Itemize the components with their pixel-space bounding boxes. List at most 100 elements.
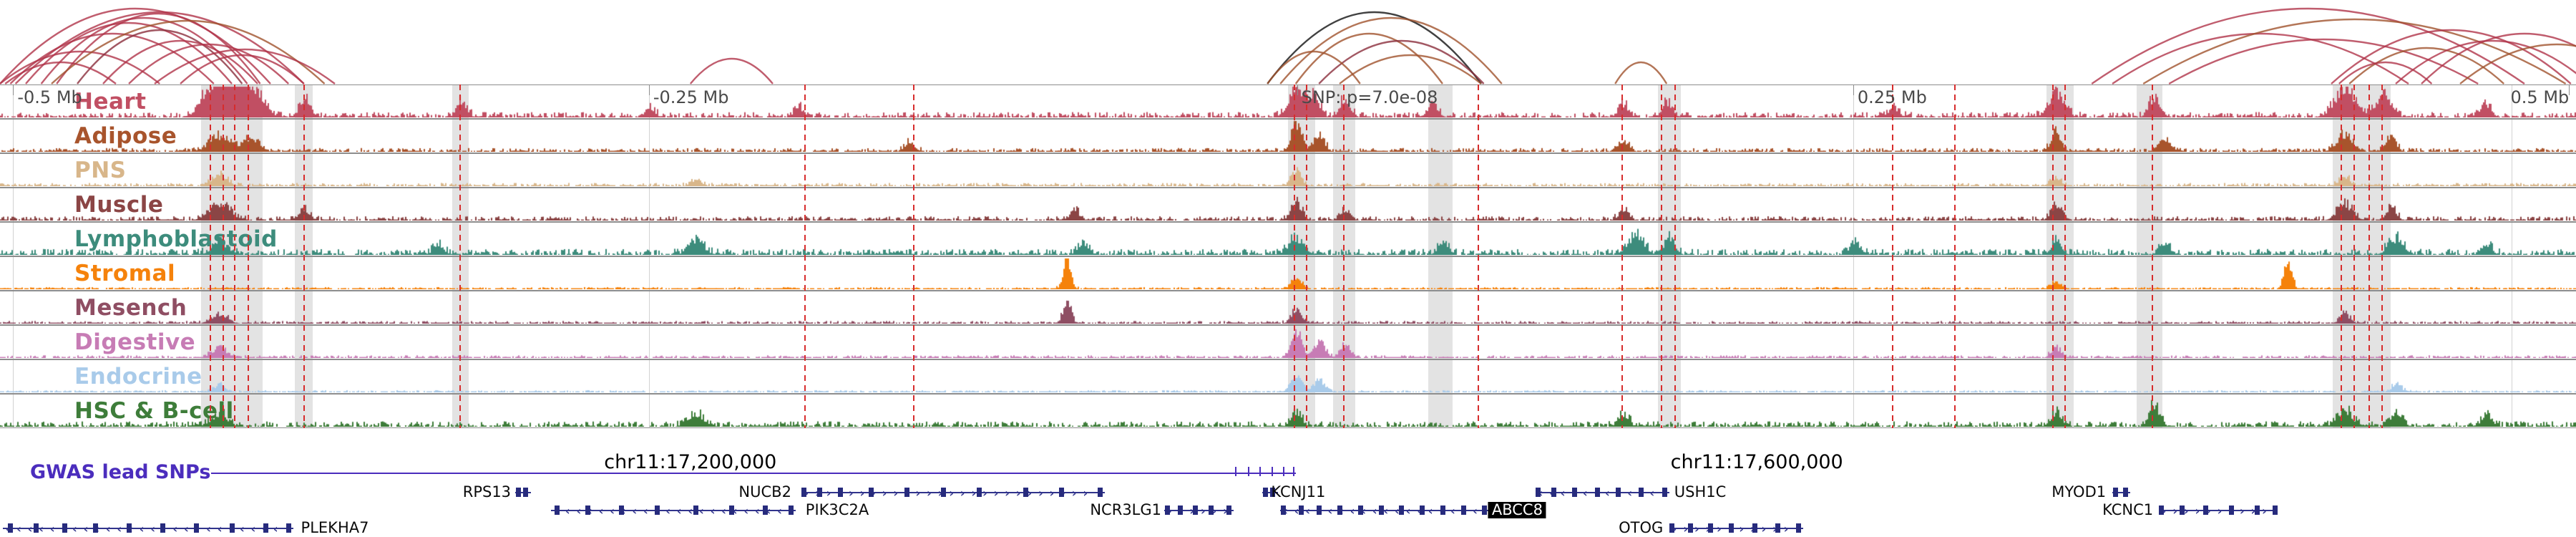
gene-exon — [1209, 505, 1214, 515]
track-signal — [0, 189, 2576, 221]
gene-label-pik3c2a[interactable]: PIK3C2A — [805, 501, 869, 518]
gene-body-line — [2, 528, 294, 529]
gene-exon — [816, 488, 822, 497]
gene-exon — [789, 505, 794, 515]
gene-body-line — [1280, 510, 1489, 511]
gene-exon — [1280, 505, 1286, 515]
gene-label-otog[interactable]: OTOG — [1619, 519, 1664, 536]
gene-exon — [2202, 505, 2208, 515]
gene-exon — [1177, 505, 1183, 515]
gene-exon — [523, 488, 529, 497]
gene-exon — [1551, 488, 1556, 497]
gene-exon — [515, 488, 521, 497]
snp-dashed-line — [1478, 84, 1480, 428]
gene-exon — [1440, 505, 1445, 515]
gwas-snp-tick — [1248, 467, 1250, 476]
gene-exon — [1775, 523, 1780, 533]
interaction-arcs-panel — [0, 7, 2576, 84]
snp-dashed-line — [2340, 84, 2342, 428]
gene-label-rps13[interactable]: RPS13 — [462, 483, 512, 500]
snp-dashed-line — [209, 84, 211, 428]
track-signal — [0, 361, 2576, 392]
gene-label-abcc8[interactable]: ABCC8 — [1488, 502, 1546, 518]
gene-exon — [8, 523, 14, 533]
gene-exon — [1639, 488, 1644, 497]
gene-exon — [1357, 505, 1363, 515]
track-row-digestive[interactable]: Digestive — [0, 325, 2576, 359]
track-signal — [0, 86, 2576, 117]
gene-exon — [940, 488, 946, 497]
track-row-endocrine[interactable]: Endocrine — [0, 359, 2576, 394]
ruler-tick — [13, 84, 14, 95]
track-row-mesench[interactable]: Mesench — [0, 291, 2576, 325]
gene-body-line — [1164, 510, 1234, 511]
gene-exon — [837, 488, 843, 497]
gene-exon — [1571, 488, 1577, 497]
gene-exon — [2254, 505, 2260, 515]
gwas-snp-tick — [1293, 467, 1295, 476]
interaction-arc — [2348, 47, 2505, 84]
track-label-hsc-b-cell: HSC & B-cell — [74, 398, 234, 424]
gene-exon — [1262, 488, 1268, 497]
gene-label-myod1[interactable]: MYOD1 — [2051, 483, 2107, 500]
track-label-stromal: Stromal — [74, 261, 176, 286]
track-row-muscle[interactable]: Muscle — [0, 188, 2576, 222]
gene-strand-chevrons: ‹‹‹‹‹‹‹‹‹‹‹‹‹‹‹‹‹‹‹‹‹‹‹‹‹ — [5, 523, 285, 534]
gene-exon — [34, 523, 39, 533]
gene-label-kcnj11[interactable]: KCNJ11 — [1271, 483, 1326, 500]
gene-exon — [904, 488, 910, 497]
gene-label-ncr3lg1[interactable]: NCR3LG1 — [1090, 501, 1162, 518]
gene-exon — [729, 505, 735, 515]
track-signal — [0, 155, 2576, 186]
track-row-lymphoblastoid[interactable]: Lymphoblastoid — [0, 222, 2576, 256]
gene-exon — [1317, 505, 1322, 515]
interaction-arc — [9, 32, 215, 84]
gene-exon — [1752, 523, 1757, 533]
snp-dashed-line — [804, 84, 806, 428]
snp-dashed-line — [1954, 84, 1956, 428]
track-row-hsc-b-cell[interactable]: HSC & B-cell — [0, 394, 2576, 428]
track-row-heart[interactable]: Heart — [0, 84, 2576, 119]
coordinate-label: chr11:17,200,000 — [604, 451, 777, 473]
gene-exon — [1729, 523, 1735, 533]
interaction-arc — [180, 54, 305, 84]
track-row-stromal[interactable]: Stromal — [0, 256, 2576, 291]
ruler-tick — [2569, 84, 2570, 95]
gene-exon — [1662, 488, 1667, 497]
gene-strand-chevrons: ‹‹‹‹‹‹‹‹‹‹‹ — [1538, 488, 1667, 498]
track-signal — [0, 223, 2576, 255]
signal-tracks-panel: Heart Adipose PNS Muscle Lymphoblastoid Strom… — [0, 84, 2576, 428]
gene-body-line — [1669, 528, 1803, 529]
gene-label-nucb2[interactable]: NUCB2 — [738, 483, 791, 500]
gene-exon — [1098, 488, 1103, 497]
gene-strand-chevrons: ‹‹‹‹‹‹‹‹‹‹‹‹‹‹‹‹‹‹ — [1283, 505, 1486, 516]
interaction-arc — [102, 40, 258, 84]
interaction-arc — [40, 17, 248, 84]
gene-exon — [1226, 505, 1232, 515]
gene-label-ush1c[interactable]: USH1C — [1674, 483, 1727, 500]
track-row-adipose[interactable]: Adipose — [0, 119, 2576, 153]
gene-exon — [1687, 523, 1693, 533]
gene-exon — [1481, 505, 1487, 515]
coordinate-label: chr11:17,600,000 — [1670, 451, 1843, 473]
gene-exon — [1399, 505, 1405, 515]
snp-dashed-line — [1674, 84, 1676, 428]
snp-dashed-line — [2151, 84, 2153, 428]
gene-label-plekha7[interactable]: PLEKHA7 — [301, 519, 369, 536]
gene-label-kcnc1[interactable]: KCNC1 — [2102, 501, 2154, 518]
snp-dashed-line — [1343, 84, 1345, 428]
track-row-pns[interactable]: PNS — [0, 153, 2576, 188]
gwas-lead-snps-line — [211, 473, 1296, 474]
interaction-arc — [1614, 62, 1668, 84]
gene-strand-chevrons: ‹‹‹‹‹‹‹‹‹‹‹‹‹‹‹‹‹‹‹‹‹ — [554, 505, 789, 516]
track-signal — [0, 326, 2576, 358]
ruler-label: -0.5 Mb — [17, 87, 82, 107]
gene-strand-chevrons: ›››››››››››››››››››››››››› — [804, 488, 1095, 498]
gene-exon — [1164, 505, 1170, 515]
interaction-arc — [2112, 32, 2409, 84]
snp-dashed-line — [1621, 84, 1624, 428]
gene-exon — [1378, 505, 1384, 515]
interaction-arc — [4, 61, 117, 84]
